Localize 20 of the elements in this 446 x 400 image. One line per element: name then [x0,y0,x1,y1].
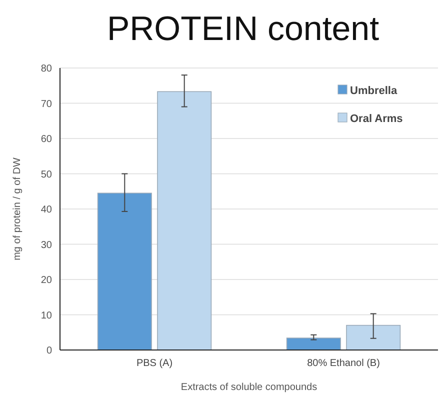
chart-title: PROTEIN content [106,10,380,48]
y-tick-label: 30 [40,240,52,251]
y-tick-label: 50 [40,169,52,180]
x-tick-label: PBS (A) [136,358,173,369]
y-tick-label: 70 [40,98,52,110]
bar [157,91,212,350]
bar [286,338,341,350]
y-axis-title: mg of protein / g of DW [12,157,23,260]
legend-label: Oral Arms [350,112,403,125]
bar [346,324,401,350]
x-axis-title: Extracts of soluble compounds [180,382,318,393]
y-tick-label: 60 [40,134,52,145]
y-tick-label: 80 [40,64,52,74]
x-tick-label: 80% Ethanol (B) [307,358,380,369]
y-tick-label: 10 [40,310,52,322]
y-tick-label: 40 [40,204,52,216]
legend-label: Umbrella [350,84,398,97]
y-tick-label: 0 [46,346,52,356]
bar [97,192,152,350]
y-tick-label: 20 [40,275,52,286]
